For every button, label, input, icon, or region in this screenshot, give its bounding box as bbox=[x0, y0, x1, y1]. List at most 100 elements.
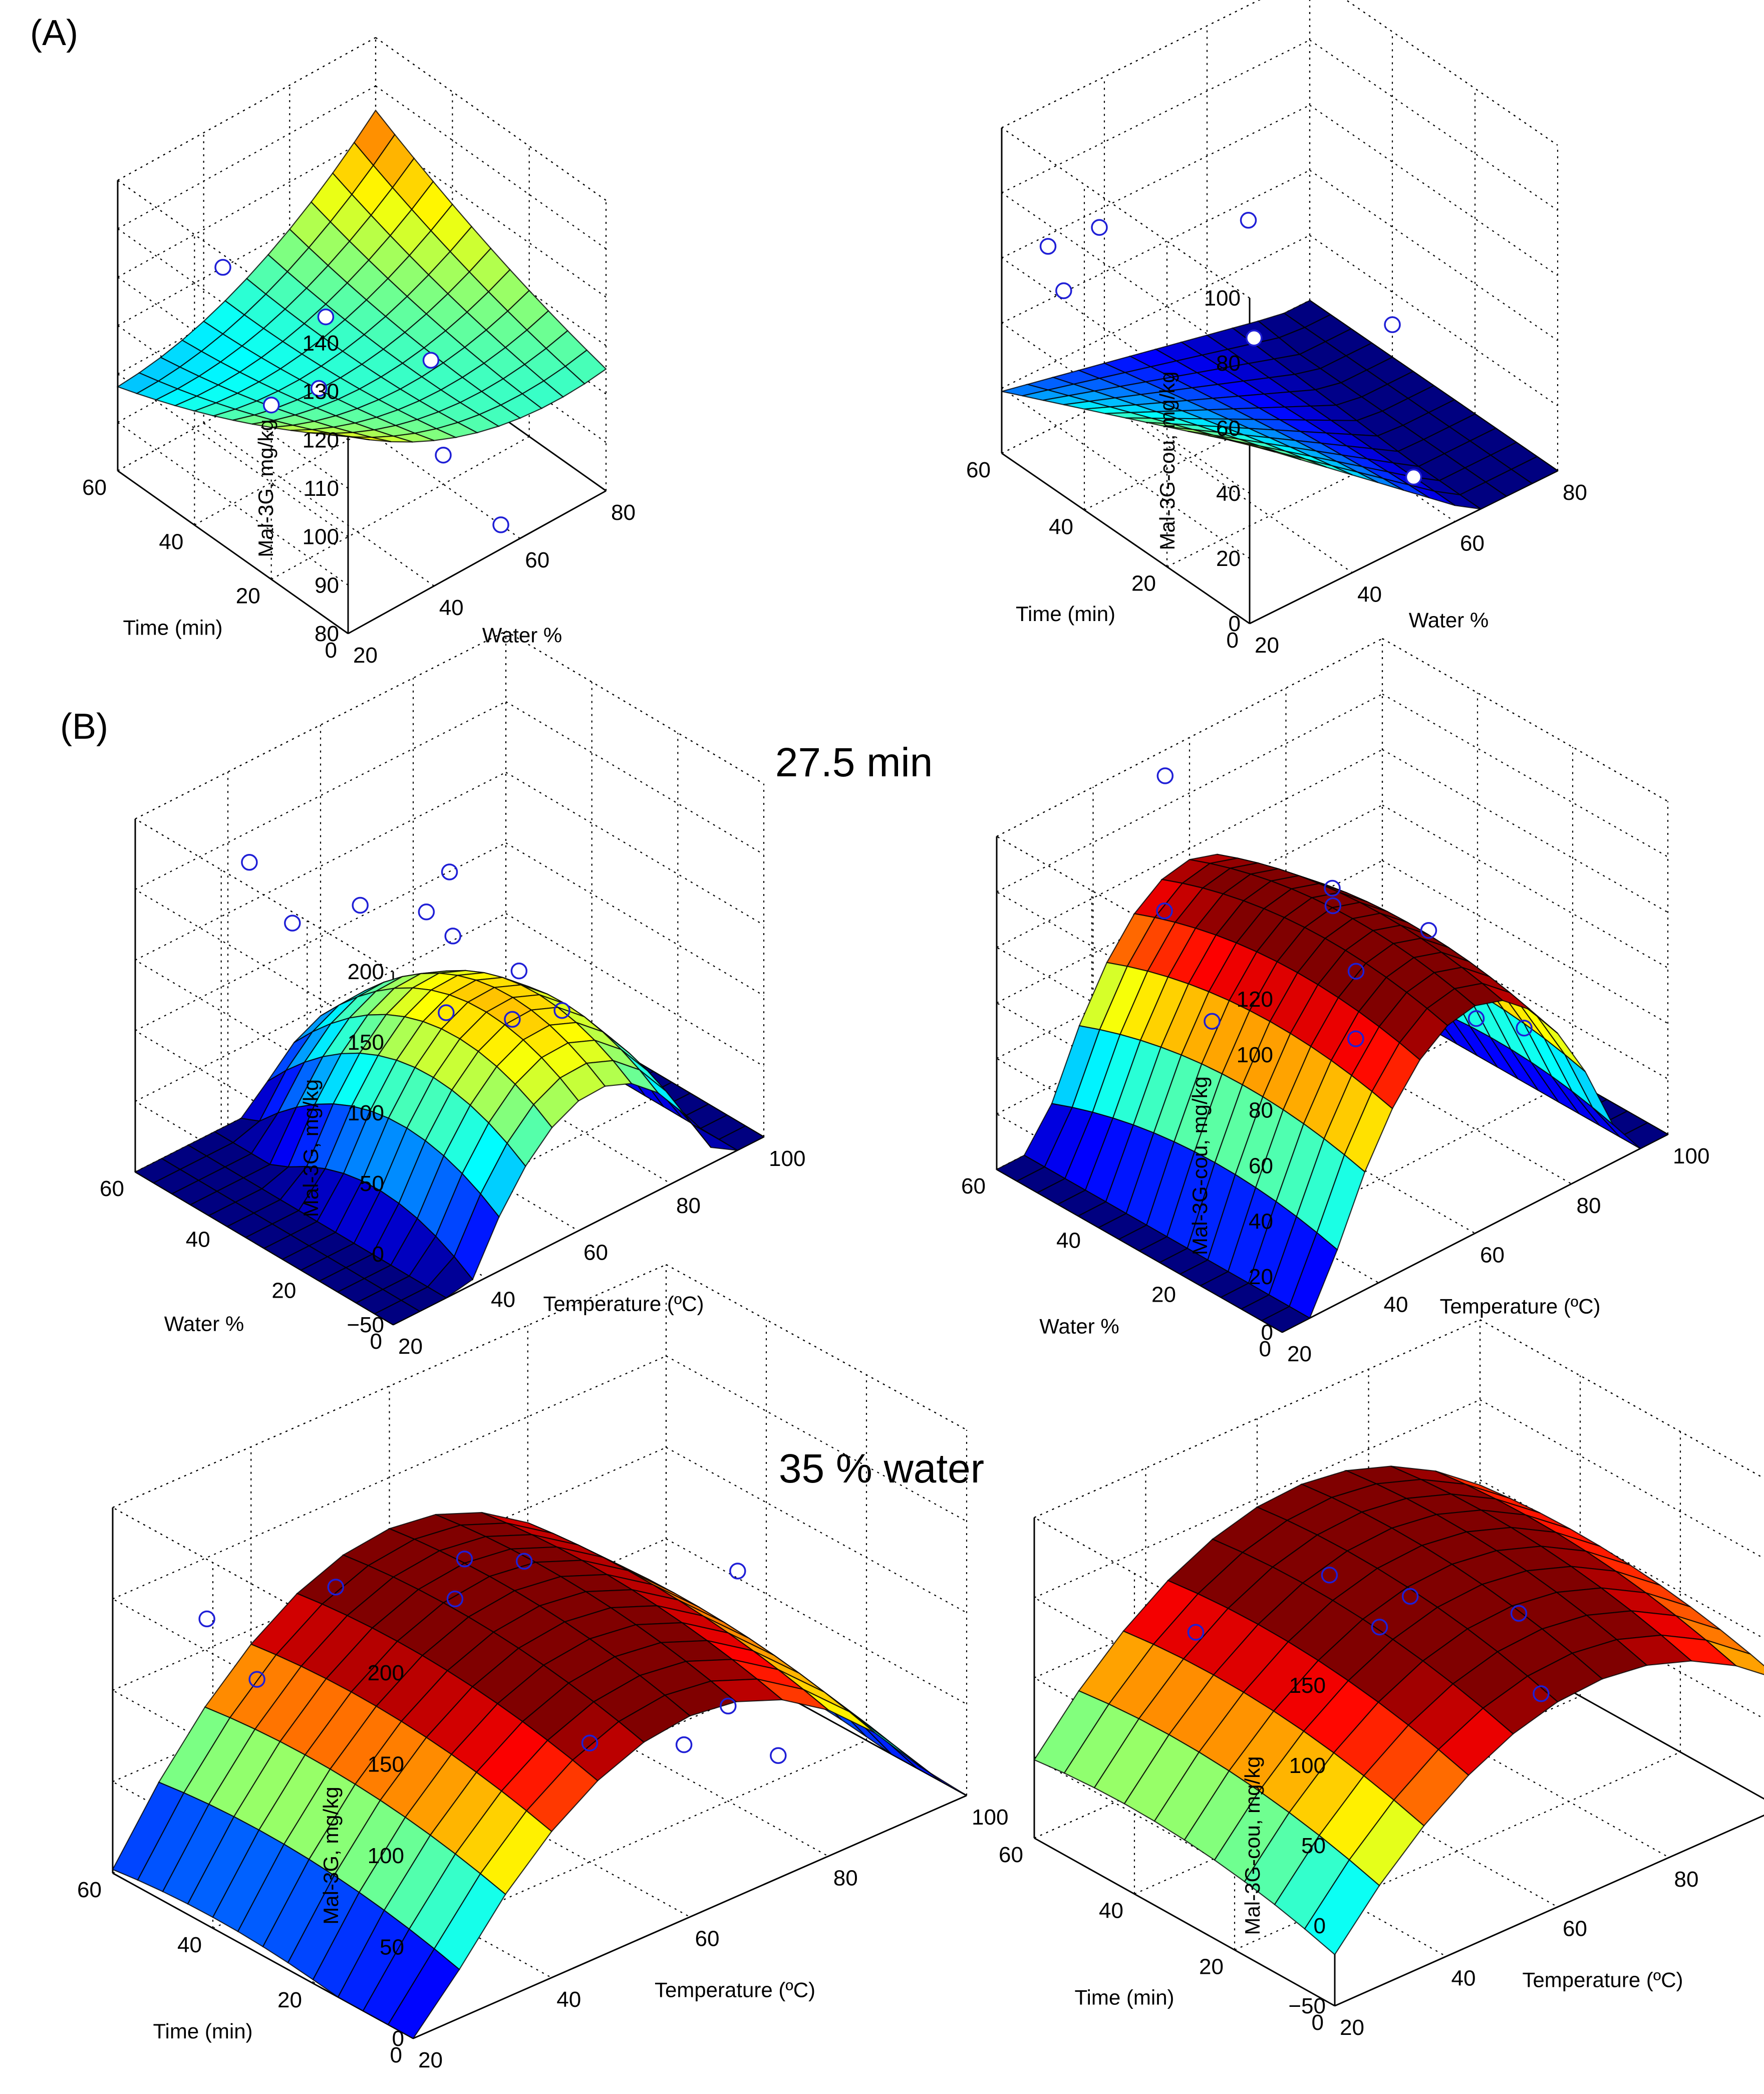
data-point bbox=[310, 380, 328, 397]
z-tick-label: 130 bbox=[303, 380, 339, 404]
x-tick-label: 20 bbox=[1340, 2015, 1364, 2040]
x-axis-label: Temperature (ºC) bbox=[543, 1292, 704, 1316]
x-tick-label: 20 bbox=[1287, 1342, 1312, 1366]
y-tick-label: 20 bbox=[271, 1278, 296, 1303]
x-tick-label: 80 bbox=[1577, 1193, 1601, 1218]
z-axis-label: Mal-3G-cou, mg/kg bbox=[1241, 1756, 1264, 1935]
z-tick-label: 80 bbox=[1249, 1098, 1273, 1123]
data-point bbox=[720, 1697, 737, 1715]
x-tick-label: 40 bbox=[491, 1287, 515, 1312]
heading-27-5-min: 27.5 min bbox=[775, 740, 933, 785]
data-point bbox=[515, 1553, 533, 1570]
z-tick-label: 60 bbox=[1249, 1154, 1273, 1178]
response-surface bbox=[116, 109, 607, 443]
x-tick-label: 60 bbox=[525, 548, 549, 572]
data-point bbox=[435, 446, 452, 464]
x-tick-label: 60 bbox=[1563, 1917, 1587, 1941]
response-surface bbox=[112, 1512, 967, 2039]
z-tick-label: −50 bbox=[1288, 1994, 1326, 2018]
y-tick-label: 40 bbox=[186, 1228, 210, 1252]
y-tick-label: 0 bbox=[325, 638, 337, 663]
z-axis-label: Mal-3G, mg/kg bbox=[254, 419, 277, 557]
x-tick-label: 60 bbox=[1460, 531, 1485, 556]
data-point bbox=[1347, 1030, 1364, 1047]
y-tick-label: 40 bbox=[177, 1933, 202, 1957]
data-point bbox=[284, 915, 301, 932]
z-tick-label: 200 bbox=[368, 1661, 404, 1685]
z-tick-label: 150 bbox=[1289, 1673, 1326, 1698]
data-point bbox=[1324, 897, 1342, 915]
tick-labels: 0 20 40 60 80 100 120 0 20 40 60 20 40 60 80 100 bbox=[961, 987, 1709, 1366]
data-point bbox=[456, 1551, 473, 1568]
x-tick-label: 20 bbox=[418, 2048, 443, 2072]
data-point bbox=[241, 854, 258, 871]
data-point bbox=[1240, 212, 1257, 229]
data-point bbox=[1204, 1013, 1221, 1030]
x-tick-label: 40 bbox=[1357, 582, 1382, 607]
data-point bbox=[327, 1579, 345, 1596]
data-point bbox=[1401, 1588, 1419, 1605]
response-surface bbox=[134, 970, 765, 1326]
axis-labels: Temperature (ºC) Water % Mal-3G, mg/kg bbox=[164, 1079, 704, 1336]
response-surface bbox=[1001, 300, 1559, 510]
data-point bbox=[441, 863, 458, 880]
tick-labels: 80 90 100 110 120 130 140 0 20 40 60 20 40 60 80 bbox=[82, 331, 636, 668]
data-point bbox=[198, 1610, 215, 1628]
y-tick-label: 20 bbox=[1151, 1283, 1176, 1307]
x-tick-label: 80 bbox=[833, 1866, 858, 1890]
data-point bbox=[262, 396, 280, 414]
y-axis-label: Time (min) bbox=[1016, 602, 1115, 626]
panel-letter: (B) bbox=[60, 707, 108, 747]
z-tick-label: 80 bbox=[315, 622, 339, 646]
z-tick-label: 90 bbox=[315, 573, 339, 597]
z-tick-label: 200 bbox=[348, 960, 384, 984]
y-tick-label: 60 bbox=[961, 1174, 986, 1199]
z-tick-label: 60 bbox=[1216, 416, 1241, 441]
plot-a-right-mal3gcou: 0 20 40 60 80 100 0 20 40 60 20 40 60 80 Water % Time (… bbox=[966, 0, 1587, 658]
z-tick-label: 40 bbox=[1216, 481, 1241, 506]
z-tick-label: 0 bbox=[1229, 612, 1241, 636]
y-axis-label: Time (min) bbox=[153, 2019, 252, 2043]
data-points bbox=[198, 1551, 787, 1764]
data-point bbox=[581, 1734, 599, 1752]
x-tick-label: 40 bbox=[439, 595, 464, 620]
z-tick-label: 120 bbox=[1237, 987, 1273, 1012]
z-tick-label: 0 bbox=[392, 2026, 404, 2051]
data-points bbox=[214, 259, 509, 533]
x-tick-label: 80 bbox=[676, 1193, 701, 1218]
plot-b-bottom-right-mal3gcou: −50050100150020406020406080100Temperatur… bbox=[999, 1319, 1764, 2040]
z-tick-label: −50 bbox=[347, 1313, 384, 1337]
z-tick-label: 100 bbox=[368, 1844, 404, 1868]
z-tick-label: 40 bbox=[1249, 1209, 1273, 1234]
y-axis-label: Time (min) bbox=[123, 616, 222, 640]
data-point bbox=[1055, 282, 1072, 300]
x-tick-label: 20 bbox=[398, 1334, 423, 1359]
data-point bbox=[438, 1004, 455, 1021]
data-point bbox=[418, 904, 435, 921]
x-tick-label: 60 bbox=[695, 1927, 720, 1951]
data-point bbox=[1420, 922, 1437, 939]
y-tick-label: 0 bbox=[370, 1329, 382, 1354]
data-point bbox=[1510, 1605, 1528, 1622]
axis-labels: Water % Time (min) Mal-3G-cou, mg/kg bbox=[1016, 371, 1489, 632]
z-tick-label: 50 bbox=[360, 1171, 384, 1196]
data-point bbox=[553, 1002, 570, 1019]
z-tick-label: 20 bbox=[1216, 546, 1241, 571]
y-tick-label: 20 bbox=[1199, 1954, 1224, 1979]
data-point bbox=[1516, 1020, 1533, 1037]
x-tick-label: 20 bbox=[1255, 633, 1279, 658]
y-tick-label: 0 bbox=[1227, 628, 1239, 653]
data-point bbox=[1039, 238, 1057, 255]
z-tick-label: 110 bbox=[304, 476, 339, 501]
x-tick-label: 100 bbox=[769, 1146, 805, 1171]
y-tick-label: 60 bbox=[999, 1843, 1023, 1867]
z-tick-label: 0 bbox=[372, 1242, 384, 1267]
plot-b-top-left-mal3g: (B)−50050100150200020406020406080100Temp… bbox=[60, 631, 805, 1359]
y-tick-label: 20 bbox=[236, 584, 260, 609]
data-point bbox=[317, 308, 335, 326]
y-tick-label: 60 bbox=[966, 458, 991, 482]
y-tick-label: 0 bbox=[1312, 2010, 1324, 2035]
x-axis-label: Water % bbox=[482, 624, 562, 647]
z-axis-label: Mal-3G-cou, mg/kg bbox=[1155, 371, 1179, 550]
